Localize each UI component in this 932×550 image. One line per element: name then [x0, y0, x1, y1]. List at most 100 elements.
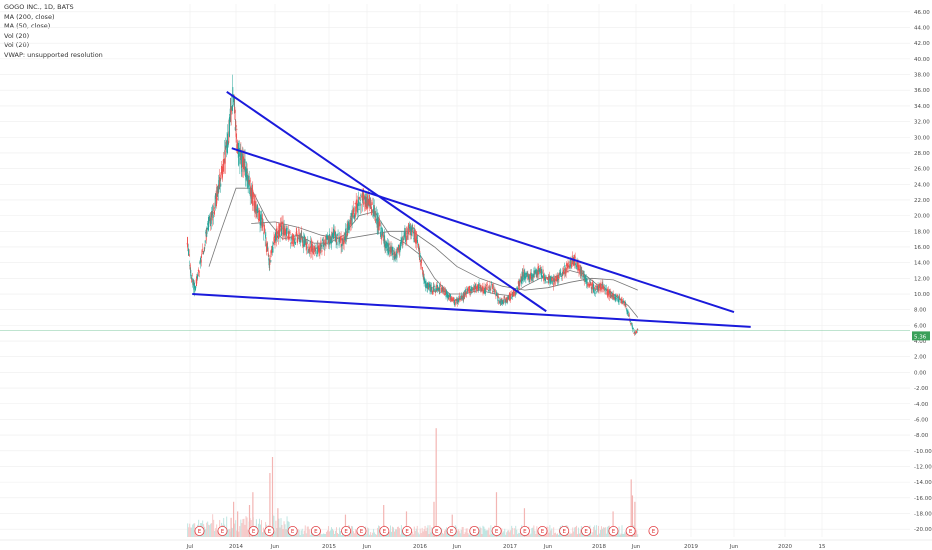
- volume-bar: [303, 530, 305, 537]
- volume-bar: [485, 530, 487, 537]
- volume-bar: [333, 530, 334, 537]
- candle-body: [234, 106, 236, 113]
- volume-bar: [501, 528, 503, 537]
- volume-bar: [425, 531, 427, 537]
- candle-body: [526, 273, 528, 277]
- candle-body: [327, 235, 329, 240]
- candle-body: [300, 232, 302, 240]
- candle-body: [252, 189, 254, 199]
- candle-body: [438, 290, 440, 292]
- volume-bar: [309, 534, 311, 537]
- candle-body: [419, 255, 421, 258]
- candle-body: [578, 264, 580, 271]
- candle-body: [554, 278, 556, 285]
- candle-body: [430, 287, 432, 291]
- candle-body: [279, 234, 281, 236]
- earnings-marker[interactable]: E: [469, 526, 480, 537]
- earnings-marker[interactable]: E: [537, 526, 548, 537]
- candle-body: [283, 228, 285, 235]
- candle-body: [265, 241, 267, 247]
- candle-body: [494, 289, 496, 291]
- candle-body: [285, 228, 287, 232]
- candle-body: [628, 314, 630, 316]
- candle-body: [245, 168, 247, 181]
- candle-body: [538, 269, 540, 272]
- candle-body: [457, 297, 459, 301]
- candle-body: [525, 272, 527, 274]
- candle-body: [411, 224, 413, 229]
- candle-body: [326, 236, 328, 238]
- earnings-marker[interactable]: E: [217, 526, 228, 537]
- candle-body: [518, 280, 520, 289]
- candle-body: [526, 272, 528, 275]
- candle-body: [613, 294, 615, 297]
- candle-body: [390, 245, 392, 253]
- earnings-marker[interactable]: E: [446, 526, 457, 537]
- x-axis-tick-label: 2018: [592, 544, 606, 550]
- earnings-marker[interactable]: E: [648, 526, 659, 537]
- volume-bar: [506, 532, 508, 537]
- candle-body: [433, 286, 435, 292]
- volume-bar: [208, 524, 210, 537]
- candle-body: [541, 275, 543, 278]
- candle-body: [223, 162, 225, 171]
- earnings-marker[interactable]: E: [608, 526, 619, 537]
- candle-body: [485, 286, 487, 289]
- candle-body: [343, 236, 345, 245]
- earnings-marker[interactable]: E: [341, 526, 352, 537]
- candle-body: [445, 290, 447, 296]
- candle-body: [318, 245, 320, 253]
- trendlines[interactable]: [192, 90, 751, 328]
- earnings-marker[interactable]: E: [581, 526, 592, 537]
- earnings-marker[interactable]: E: [431, 526, 442, 537]
- volume-bar: [424, 525, 426, 537]
- x-axis[interactable]: Jul 2014 Jun 2015 Jun 2016 Jun 2017 Jun 2018 Jun 20…: [0, 539, 932, 550]
- candle-body: [553, 282, 555, 287]
- candle-body: [248, 175, 250, 188]
- volume-bar: [399, 534, 401, 537]
- earnings-marker[interactable]: E: [310, 526, 321, 537]
- candle-body: [257, 218, 259, 221]
- candle-body: [414, 229, 416, 241]
- earnings-marker[interactable]: E: [559, 526, 570, 537]
- earnings-marker[interactable]: E: [402, 526, 413, 537]
- candle-body: [349, 225, 351, 227]
- earnings-marker[interactable]: E: [625, 526, 636, 537]
- candle-body: [626, 309, 628, 313]
- candle-body: [202, 253, 204, 254]
- volume-bar: [556, 534, 558, 537]
- volume-bar: [532, 527, 534, 537]
- volume-bar: [592, 532, 594, 537]
- earnings-marker[interactable]: E: [248, 526, 259, 537]
- candle-body: [535, 269, 537, 277]
- volume-bar: [637, 534, 639, 537]
- candle-body: [502, 301, 504, 304]
- earnings-circle: [559, 526, 570, 537]
- y-axis[interactable]: 46.00 44.00 42.00 40.00 38.00 36.00 34.00 32.00…: [912, 10, 932, 533]
- earnings-marker[interactable]: E: [194, 526, 205, 537]
- volume-bar: [519, 533, 521, 537]
- earnings-marker[interactable]: E: [287, 526, 298, 537]
- volume-bar: [375, 534, 377, 537]
- earnings-marker[interactable]: E: [491, 526, 502, 537]
- candle-body: [250, 197, 252, 199]
- candle-body: [191, 279, 193, 283]
- candle-body: [619, 297, 621, 300]
- candle-body: [286, 228, 288, 237]
- earnings-marker[interactable]: E: [356, 526, 367, 537]
- candle-body: [366, 202, 368, 210]
- candle-body: [320, 240, 322, 247]
- candle-body: [542, 270, 544, 272]
- earnings-marker[interactable]: E: [379, 526, 390, 537]
- candle-body: [431, 287, 433, 289]
- candle-body: [326, 236, 328, 240]
- candle-body: [198, 271, 200, 273]
- candle-body: [227, 144, 229, 146]
- candle-body: [410, 234, 412, 236]
- earnings-marker[interactable]: E: [519, 526, 530, 537]
- volume-bar: [416, 525, 418, 537]
- earnings-marker[interactable]: E: [264, 526, 275, 537]
- candle-body: [262, 218, 264, 228]
